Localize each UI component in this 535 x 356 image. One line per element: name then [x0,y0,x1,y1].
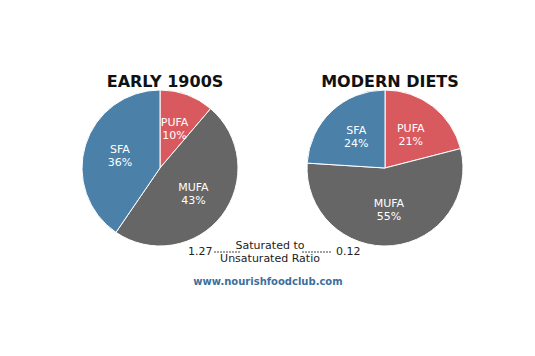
svg-text:10%: 10% [162,129,186,142]
svg-text:EARLY 1900S: EARLY 1900S [107,72,224,91]
svg-text:SFA: SFA [346,124,366,137]
svg-text:MUFA: MUFA [178,181,209,194]
svg-text:55%: 55% [377,210,401,223]
svg-text:36%: 36% [108,156,132,169]
svg-text:MODERN DIETS: MODERN DIETS [321,72,459,91]
svg-text:www.nourishfoodclub.com: www.nourishfoodclub.com [193,276,342,287]
svg-text:MUFA: MUFA [374,197,405,210]
svg-text:PUFA: PUFA [397,122,425,135]
svg-text:1.27: 1.27 [188,245,213,258]
svg-text:Saturated to: Saturated to [236,239,305,252]
svg-text:21%: 21% [399,135,423,148]
svg-text:Unsaturated Ratio: Unsaturated Ratio [220,252,320,265]
svg-text:SFA: SFA [110,143,130,156]
svg-text:PUFA: PUFA [161,116,189,129]
svg-text:43%: 43% [181,194,205,207]
svg-text:0.12: 0.12 [336,245,361,258]
svg-text:24%: 24% [344,137,368,150]
